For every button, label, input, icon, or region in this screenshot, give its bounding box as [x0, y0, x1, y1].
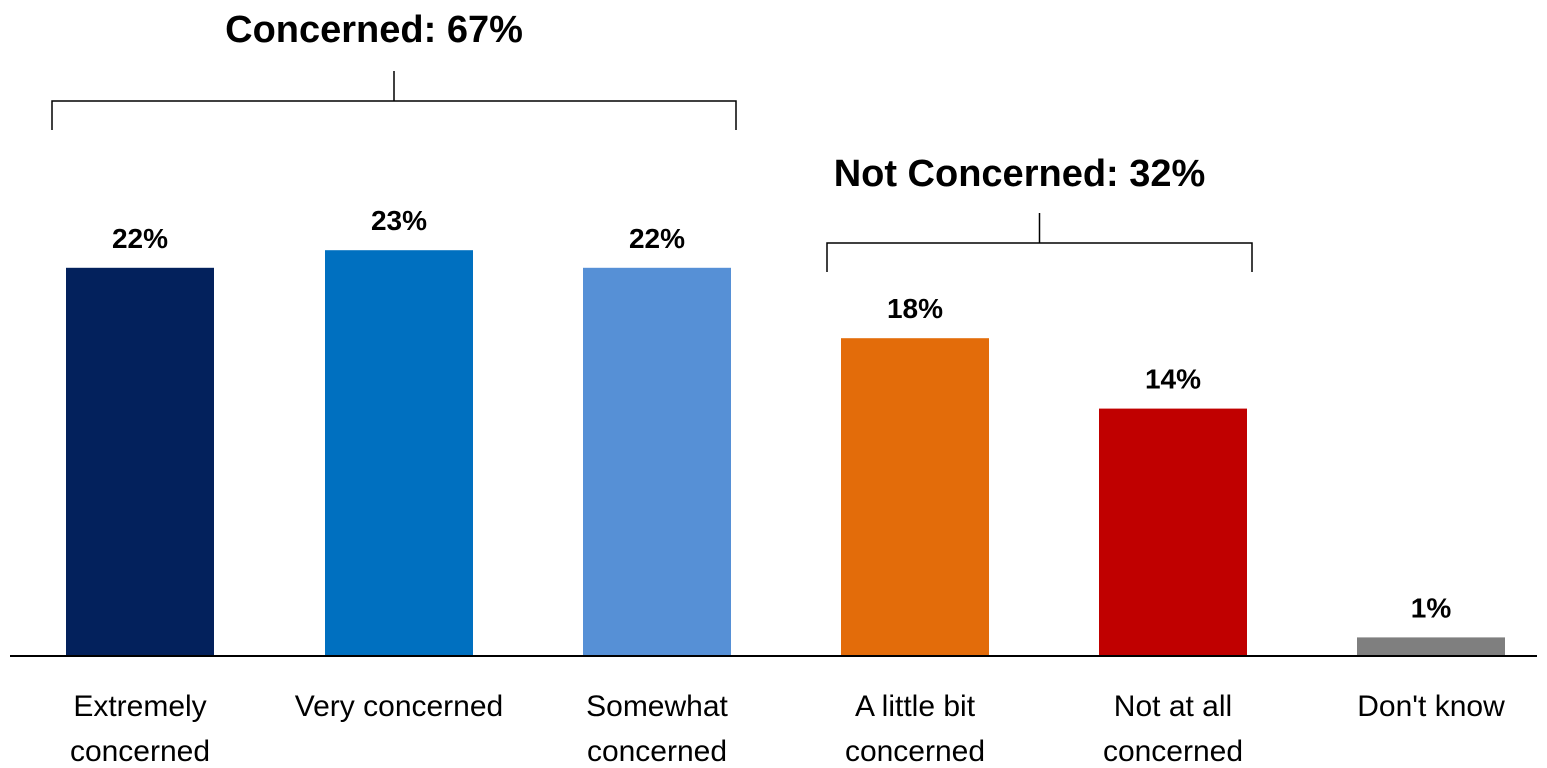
- group-label: Not Concerned: 32%: [834, 153, 1206, 195]
- bar: [325, 250, 473, 655]
- bracket-line: [826, 213, 1253, 272]
- x-tick-label: concerned: [845, 735, 985, 768]
- group-label: Concerned: 67%: [225, 9, 523, 51]
- x-tick-label: Not at all: [1114, 690, 1232, 723]
- data-label: 22%: [112, 223, 168, 254]
- x-tick-label: concerned: [70, 735, 210, 768]
- data-label: 22%: [629, 223, 685, 254]
- x-tick-label: Somewhat: [586, 690, 728, 723]
- x-tick-label: A little bit: [855, 690, 976, 723]
- data-label: 1%: [1411, 592, 1452, 623]
- bar: [1357, 637, 1505, 655]
- bar: [583, 267, 731, 655]
- bracket-line: [51, 71, 737, 130]
- x-tick-label: concerned: [587, 735, 727, 768]
- bar: [841, 338, 989, 655]
- category-labels: Extremely concerned Very concerned Somewhat…: [70, 690, 1505, 768]
- group-brackets: Concerned: 67% Not Concerned: 32%: [51, 9, 1253, 272]
- bar: [1099, 408, 1247, 655]
- x-tick-label: Very concerned: [295, 690, 503, 723]
- group-bracket: Concerned: 67%: [51, 9, 737, 130]
- x-tick-label: Don't know: [1357, 690, 1505, 723]
- x-tick-label: Extremely: [73, 690, 206, 723]
- group-bracket: Not Concerned: 32%: [826, 153, 1253, 272]
- bars: 22% 23% 22% 18% 14% 1%: [66, 205, 1505, 655]
- x-tick-label: concerned: [1103, 735, 1243, 768]
- data-label: 23%: [371, 205, 427, 236]
- data-label: 18%: [887, 293, 943, 324]
- bar: [66, 267, 214, 655]
- data-label: 14%: [1145, 364, 1201, 395]
